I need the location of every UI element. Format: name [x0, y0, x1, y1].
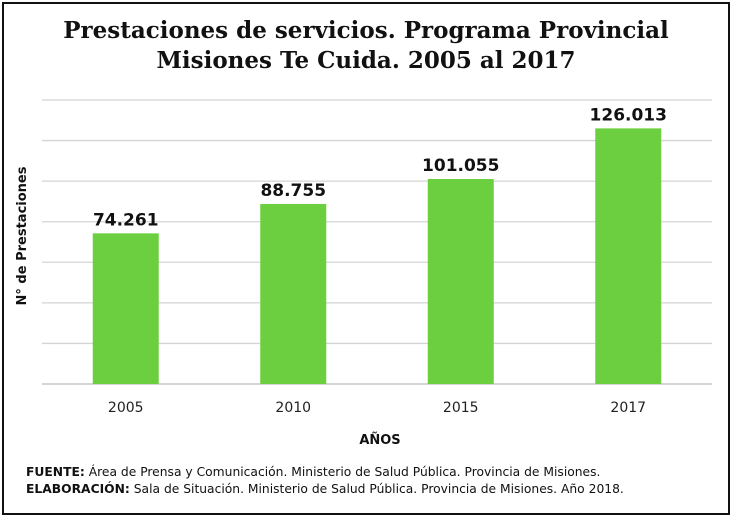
elaboration-label: ELABORACIÓN: — [26, 482, 130, 496]
x-tick-label: 2010 — [275, 400, 311, 416]
bar-2005 — [92, 233, 159, 384]
x-tick-label: 2017 — [610, 400, 646, 416]
y-axis-label: N° de Prestaciones — [15, 166, 30, 305]
x-axis-label: AÑOS — [359, 432, 400, 448]
data-label: 74.261 — [93, 210, 159, 230]
bar-2010 — [260, 203, 327, 384]
data-label: 126.013 — [590, 105, 667, 125]
bar-2017 — [595, 128, 662, 384]
bar-2015 — [427, 179, 494, 384]
title-line-2: Misiones Te Cuida. 2005 al 2017 — [156, 47, 576, 74]
source-label: FUENTE: — [26, 465, 85, 479]
x-tick-label: 2015 — [443, 400, 479, 416]
elaboration-line: ELABORACIÓN: Sala de Situación. Minister… — [26, 481, 624, 498]
chart-title: Prestaciones de servicios. Programa Prov… — [4, 16, 728, 76]
data-label: 101.055 — [422, 156, 499, 176]
bar-chart: 74.261 2005 88.755 2010 101.055 2015 126.013 20… — [15, 99, 712, 448]
source-line: FUENTE: Área de Prensa y Comunicación. M… — [26, 464, 624, 481]
elaboration-text: Sala de Situación. Ministerio de Salud P… — [129, 482, 624, 496]
chart-frame: Prestaciones de servicios. Programa Prov… — [2, 2, 730, 515]
source-text: Área de Prensa y Comunicación. Ministeri… — [84, 465, 601, 479]
footer: FUENTE: Área de Prensa y Comunicación. M… — [26, 464, 624, 498]
x-tick-label: 2005 — [108, 400, 144, 416]
title-line-1: Prestaciones de servicios. Programa Prov… — [63, 17, 669, 44]
data-label: 88.755 — [260, 181, 326, 201]
